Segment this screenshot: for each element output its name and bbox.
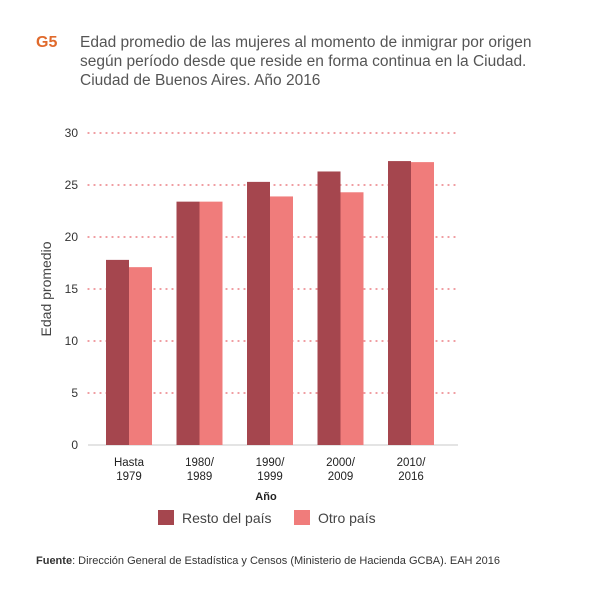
x-tick-label: 2010/ <box>397 457 427 469</box>
bar-otro-pais <box>199 201 223 445</box>
x-tick-label: 2000/ <box>326 457 356 469</box>
bar-otro-pais <box>270 196 293 445</box>
legend-label: Otro país <box>318 510 376 526</box>
figure-label: G5 <box>36 34 58 51</box>
bar-resto-del-pais <box>317 171 341 446</box>
source-note: Fuente: Dirección General de Estadística… <box>36 555 500 567</box>
chart-title-line: Edad promedio de las mujeres al momento … <box>80 34 532 51</box>
bar-resto-del-pais <box>176 201 200 445</box>
chart-title-line: Ciudad de Buenos Aires. Año 2016 <box>80 72 321 89</box>
y-tick-label: 15 <box>65 282 79 296</box>
bar-otro-pais <box>411 162 434 445</box>
y-tick-label: 0 <box>71 438 78 452</box>
x-tick-label: 2009 <box>328 471 354 483</box>
bar-resto-del-pais <box>247 181 270 445</box>
bar-resto-del-pais <box>388 161 411 445</box>
legend-swatch <box>294 510 310 525</box>
x-tick-label: 1989 <box>187 471 213 483</box>
y-tick-label: 30 <box>65 126 79 140</box>
chart-title-line: según período desde que reside en forma … <box>80 53 527 70</box>
x-tick-label: 1999 <box>257 471 283 483</box>
bar-otro-pais <box>340 192 364 445</box>
bar-otro-pais <box>129 267 152 445</box>
x-axis-title: Año <box>255 491 277 503</box>
y-tick-label: 10 <box>65 334 79 348</box>
x-tick-label: 2016 <box>398 471 424 483</box>
source-label: Fuente <box>36 555 73 567</box>
y-tick-label: 20 <box>65 230 79 244</box>
x-tick-label: 1990/ <box>256 457 286 469</box>
x-tick-label: Hasta <box>114 457 145 469</box>
y-axis-title: Edad promedio <box>38 241 54 336</box>
legend-label: Resto del país <box>182 510 272 526</box>
bar-resto-del-pais <box>106 259 129 445</box>
chart-title: Edad promedio de las mujeres al momento … <box>80 33 580 90</box>
y-tick-label: 25 <box>65 178 79 192</box>
y-tick-label: 5 <box>71 386 78 400</box>
x-tick-label: 1979 <box>116 471 142 483</box>
x-tick-label: 1980/ <box>185 457 215 469</box>
source-text: : Dirección General de Estadística y Cen… <box>72 555 501 567</box>
legend-swatch <box>158 510 174 525</box>
